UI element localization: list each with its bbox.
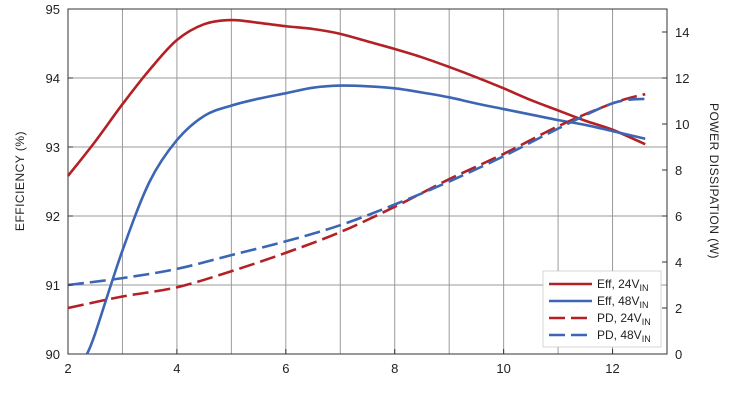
series-line-4 (67, 97, 646, 287)
y2-tick-label: 14 (675, 25, 689, 40)
legend-label: Eff, 48VIN (597, 294, 648, 310)
y2-axis-title: POWER DISSIPATION (W) (707, 103, 721, 259)
y2-tick-label: 10 (675, 117, 689, 132)
series-line-1 (66, 18, 646, 177)
x-tick-label: 2 (64, 361, 71, 376)
y-tick-label: 91 (46, 278, 60, 293)
y-tick-label: 95 (46, 2, 60, 17)
x-tick-label: 12 (605, 361, 619, 376)
legend-label: Eff, 24VIN (597, 277, 648, 293)
legend-label: PD, 48VIN (597, 328, 651, 344)
axes: 2 4 6 8 10 12 90 91 92 93 94 95 0 2 4 6 8 10 12 14 (46, 2, 690, 376)
y2-tick-label: 2 (675, 301, 682, 316)
legend-label: PD, 24VIN (597, 311, 651, 327)
y-tick-label: 92 (46, 209, 60, 224)
series-lines (66, 18, 646, 355)
series-line-3 (67, 92, 646, 310)
y2-tick-label: 8 (675, 163, 682, 178)
y-tick-label: 90 (46, 347, 60, 362)
x-tick-label: 8 (391, 361, 398, 376)
y-tick-label: 94 (46, 71, 60, 86)
y2-tick-label: 4 (675, 255, 682, 270)
y2-tick-label: 0 (675, 347, 682, 362)
y2-tick-label: 12 (675, 71, 689, 86)
x-tick-label: 6 (282, 361, 289, 376)
y-tick-label: 93 (46, 140, 60, 155)
y2-tick-label: 6 (675, 209, 682, 224)
plot-frame (67, 8, 668, 355)
y-axis-title: EFFICIENCY (%) (13, 131, 27, 231)
x-tick-label: 10 (496, 361, 510, 376)
x-tick-label: 4 (173, 361, 180, 376)
series-line-2 (85, 84, 646, 355)
grid-lines (68, 9, 667, 354)
